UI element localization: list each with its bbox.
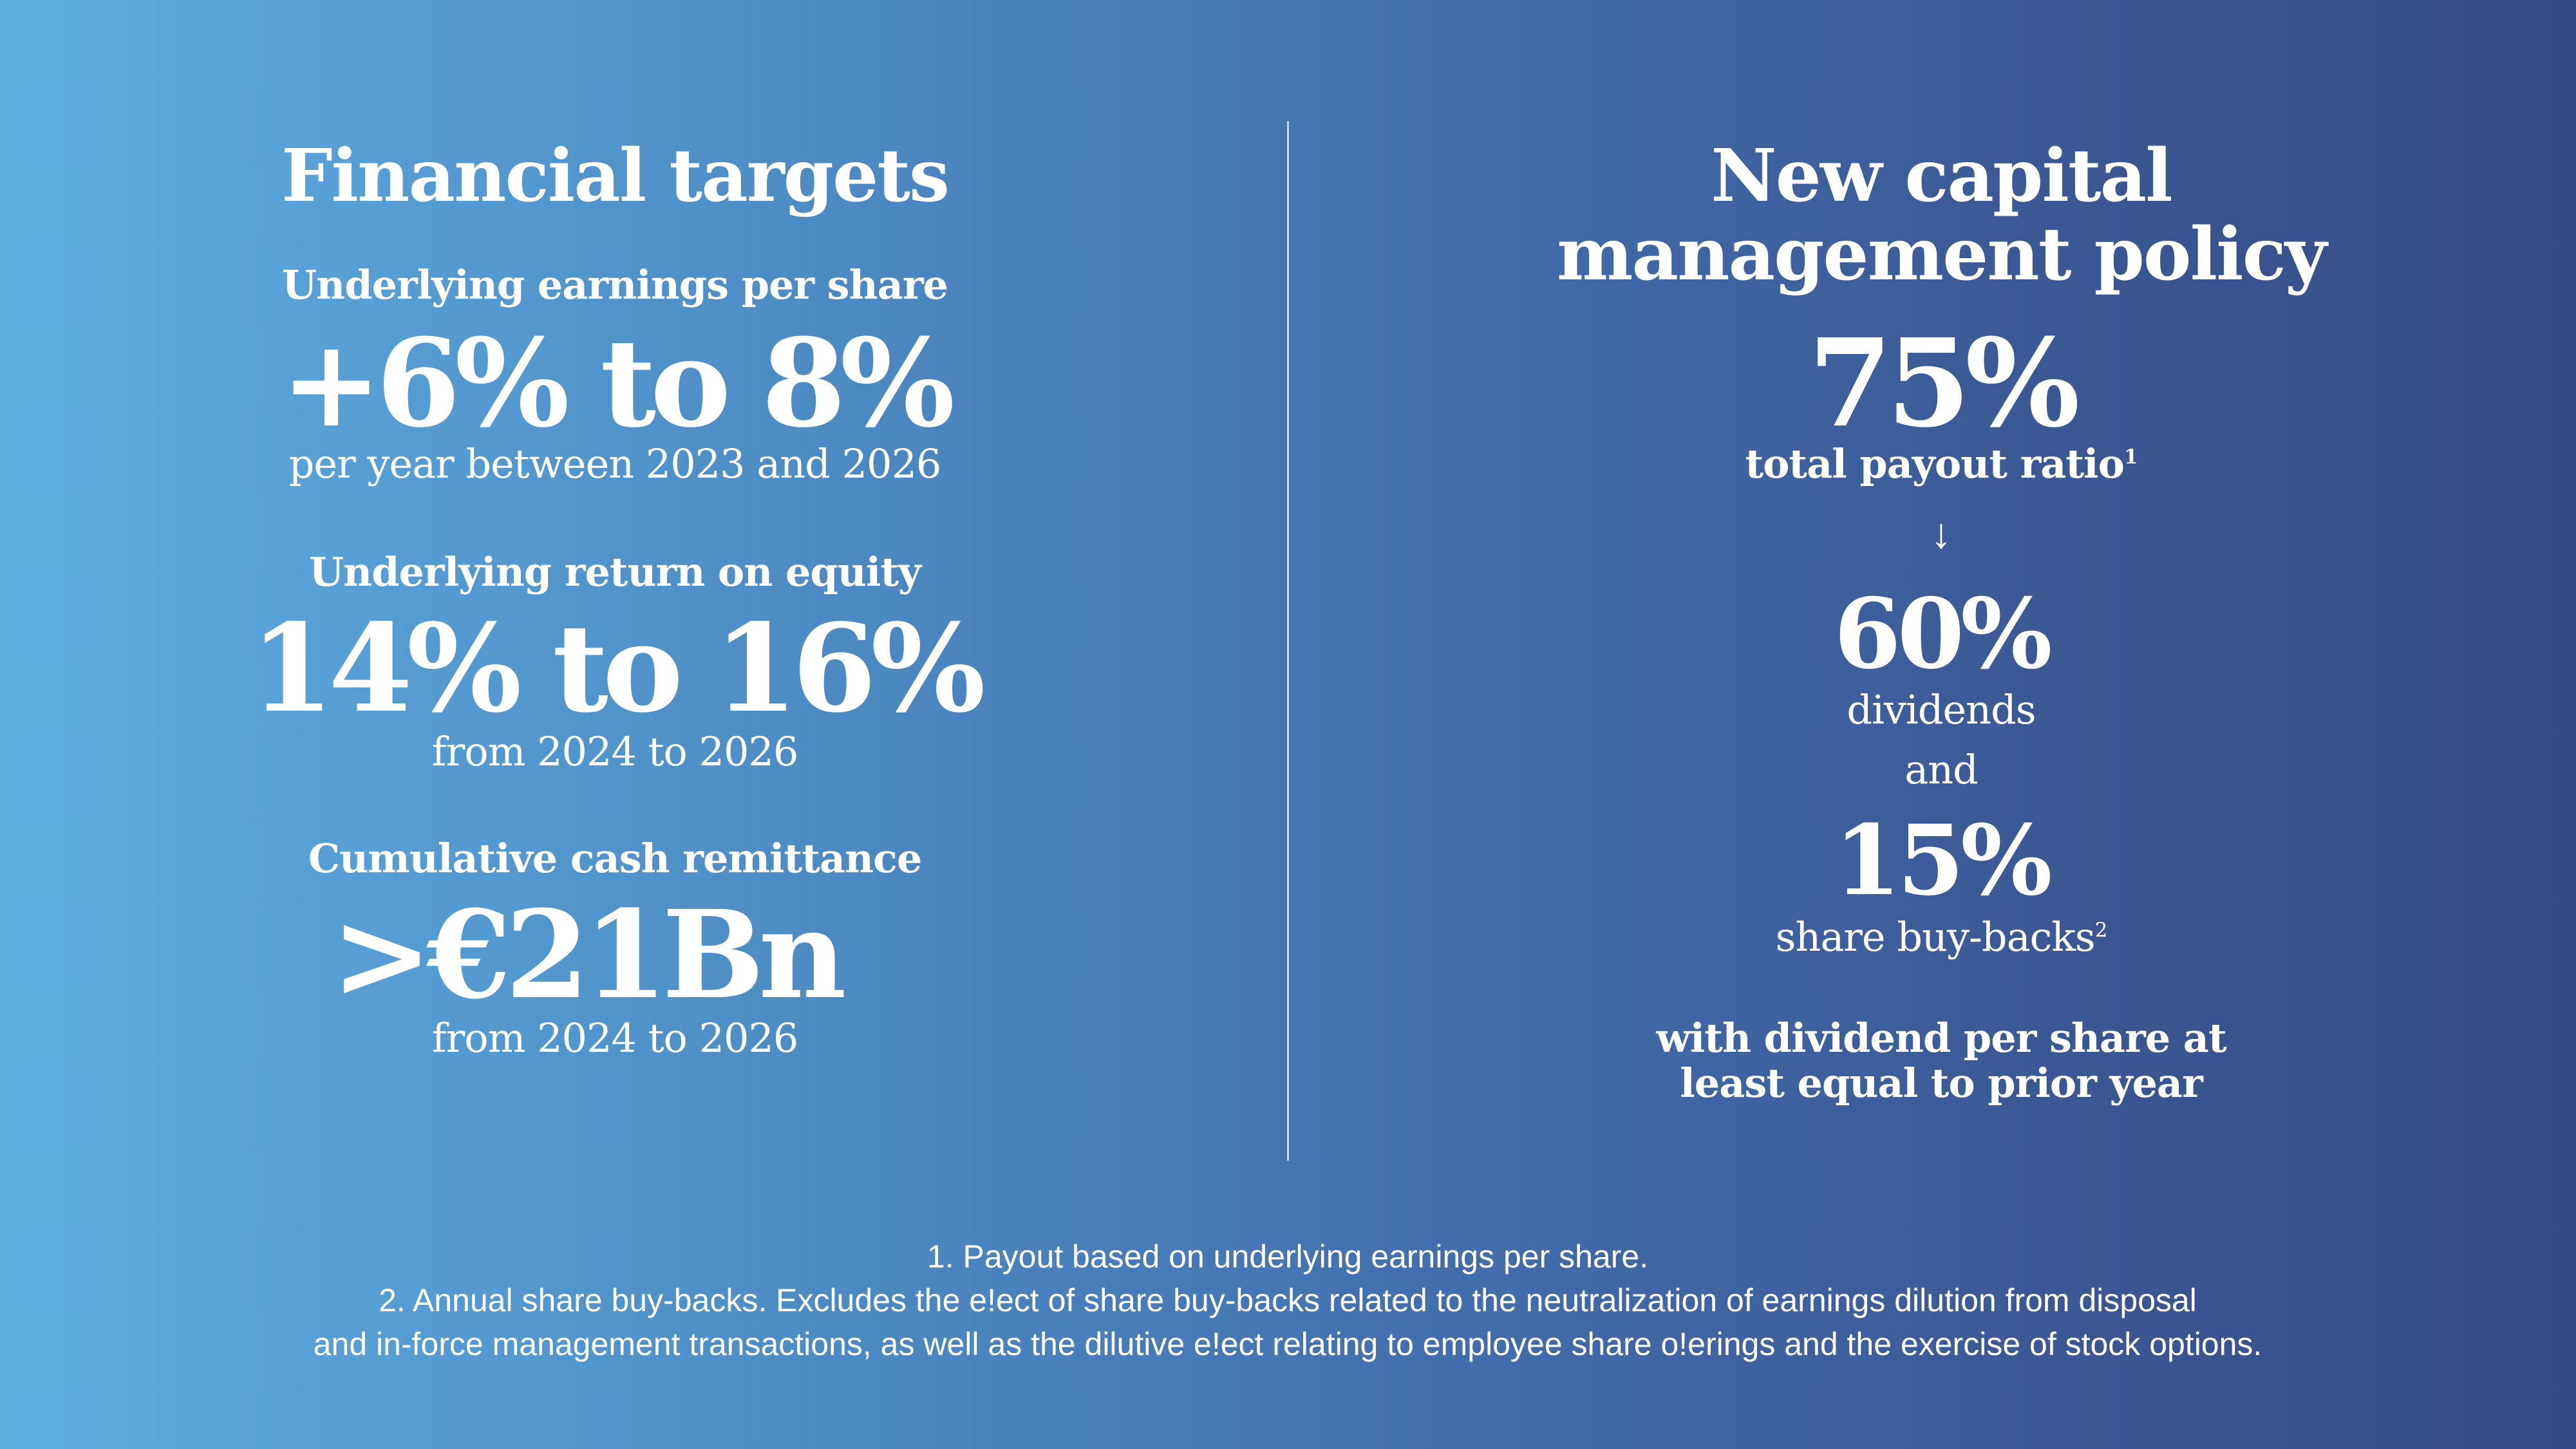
footnote-ref-2: 2 <box>2094 919 2108 942</box>
footnote-2-line1: 2. Annual share buy-backs. Excludes the … <box>379 1282 2197 1318</box>
eps-value: +6% to 8% <box>280 312 955 454</box>
payout-ratio-text: total payout ratio <box>1745 440 2125 487</box>
eps-note: per year between 2023 and 2026 <box>288 440 942 487</box>
capital-policy-title-line1: New capital <box>1711 134 2173 218</box>
roe-label: Underlying return on equity <box>308 548 921 595</box>
dividends-value: 60% <box>1834 577 2052 691</box>
eps-label: Underlying earnings per share <box>282 261 948 308</box>
payout-ratio-label: total payout ratio1 <box>1526 444 2356 484</box>
cash-remittance-value: >€21Bn <box>331 884 847 1026</box>
buyback-label: share buy-backs2 <box>1526 917 2356 957</box>
roe-note: from 2024 to 2026 <box>431 728 799 775</box>
financial-targets-title: Financial targets <box>281 134 950 218</box>
dividend-policy-line1: with dividend per share at <box>1656 1014 2226 1061</box>
capital-policy-title-line2: management policy <box>1557 212 2327 297</box>
and-label: and <box>1904 746 1979 793</box>
dividend-policy-line2: least equal to prior year <box>1680 1060 2203 1107</box>
footnote-ref-1: 1 <box>2123 445 2138 469</box>
cash-remittance-label: Cumulative cash remittance <box>308 835 923 882</box>
dividends-label: dividends <box>1847 686 2036 733</box>
buyback-text: share buy-backs <box>1775 913 2096 960</box>
capital-policy-panel: New capital management policy 75% total … <box>1526 0 2356 1159</box>
buyback-value: 15% <box>1834 804 2052 917</box>
cash-remittance-note: from 2024 to 2026 <box>431 1014 799 1061</box>
footnote-1: 1. Payout based on underlying earnings p… <box>926 1239 1649 1275</box>
down-arrow-icon: ↓ <box>1930 509 1952 557</box>
footnote-2-line2: and in-force management transactions, as… <box>313 1326 2262 1362</box>
roe-value: 14% to 16% <box>250 597 986 740</box>
payout-ratio-value: 75% <box>1808 312 2080 454</box>
footnotes: 1. Payout based on underlying earnings p… <box>129 1235 2447 1366</box>
column-divider <box>1287 121 1289 1161</box>
financial-targets-panel: Financial targets Underlying earnings pe… <box>225 0 1004 1159</box>
